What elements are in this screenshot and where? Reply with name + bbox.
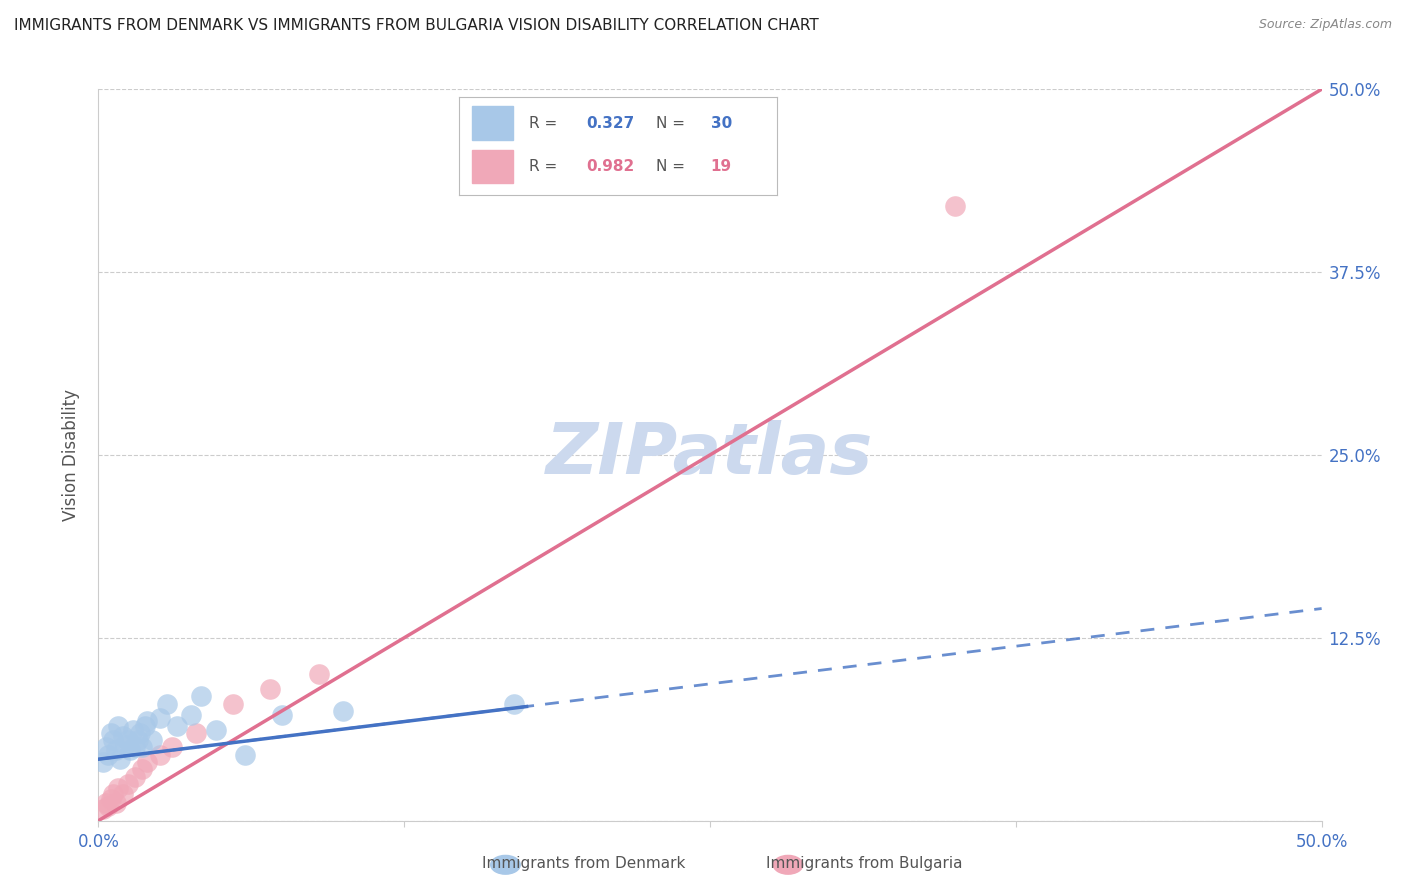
Point <box>149 711 172 725</box>
Point <box>141 733 163 747</box>
Point <box>180 708 202 723</box>
Point <box>120 743 142 757</box>
Point <box>124 740 146 755</box>
Point <box>107 718 129 732</box>
Point <box>156 697 179 711</box>
Point <box>104 743 127 757</box>
Point <box>160 740 183 755</box>
Point <box>134 718 156 732</box>
Text: ZIPatlas: ZIPatlas <box>547 420 873 490</box>
Point <box>503 697 526 711</box>
Point <box>136 714 159 728</box>
Point <box>114 738 136 752</box>
Point <box>233 747 256 762</box>
Point <box>100 726 122 740</box>
Point <box>111 729 134 743</box>
Text: Immigrants from Denmark: Immigrants from Denmark <box>482 856 685 871</box>
Point <box>111 787 134 801</box>
Text: IMMIGRANTS FROM DENMARK VS IMMIGRANTS FROM BULGARIA VISION DISABILITY CORRELATIO: IMMIGRANTS FROM DENMARK VS IMMIGRANTS FR… <box>14 18 818 33</box>
Text: Immigrants from Bulgaria: Immigrants from Bulgaria <box>766 856 963 871</box>
Point <box>308 667 330 681</box>
Point <box>101 787 124 801</box>
Point <box>117 777 139 791</box>
Point <box>136 755 159 769</box>
Point <box>121 723 143 737</box>
Point <box>97 747 120 762</box>
Point <box>94 796 117 810</box>
Point <box>110 752 132 766</box>
Point <box>127 733 149 747</box>
Point <box>129 726 152 740</box>
Y-axis label: Vision Disability: Vision Disability <box>62 389 80 521</box>
Circle shape <box>491 855 520 874</box>
Point <box>222 697 245 711</box>
Point <box>149 747 172 762</box>
Point <box>124 770 146 784</box>
Point <box>131 740 153 755</box>
Point <box>94 740 117 755</box>
Point <box>205 723 228 737</box>
Point <box>107 781 129 796</box>
Point <box>104 796 127 810</box>
Text: Source: ZipAtlas.com: Source: ZipAtlas.com <box>1258 18 1392 31</box>
Circle shape <box>773 855 803 874</box>
Point <box>101 733 124 747</box>
Point <box>131 763 153 777</box>
Point <box>91 802 114 816</box>
Point <box>100 791 122 805</box>
Point <box>166 718 188 732</box>
Point <box>270 708 294 723</box>
Point <box>332 704 354 718</box>
Point <box>943 199 966 213</box>
Point <box>186 726 208 740</box>
Point <box>91 755 114 769</box>
Point <box>190 690 212 704</box>
Point <box>259 681 281 696</box>
Point <box>97 799 120 814</box>
Point <box>117 733 139 747</box>
